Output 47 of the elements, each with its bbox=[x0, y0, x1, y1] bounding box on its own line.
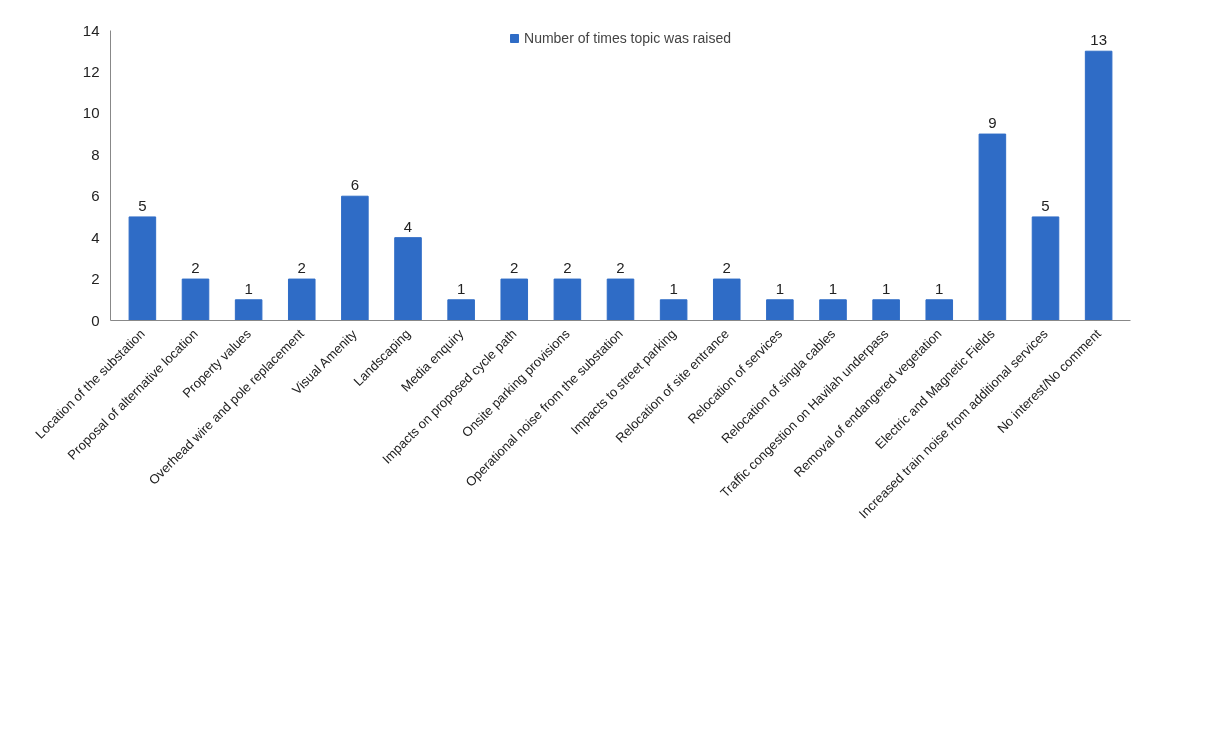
data-label: 1 bbox=[828, 279, 838, 297]
y-tick-label: 6 bbox=[91, 187, 100, 205]
data-label: 2 bbox=[616, 259, 625, 277]
data-label: 6 bbox=[350, 176, 360, 194]
data-label: 5 bbox=[138, 196, 147, 214]
data-label: 2 bbox=[722, 259, 731, 277]
data-label: 2 bbox=[297, 259, 306, 277]
bar bbox=[1084, 50, 1113, 321]
data-label: 4 bbox=[403, 217, 413, 235]
y-tick-label: 8 bbox=[91, 145, 100, 163]
data-label: 1 bbox=[669, 279, 678, 297]
y-tick-label: 10 bbox=[82, 104, 100, 122]
y-tick-label: 4 bbox=[91, 228, 100, 246]
data-label: 1 bbox=[881, 279, 891, 297]
bar bbox=[447, 299, 475, 321]
bar bbox=[659, 299, 688, 321]
bar bbox=[872, 299, 900, 321]
data-label: 13 bbox=[1090, 31, 1107, 49]
data-label: 2 bbox=[191, 259, 200, 277]
bar bbox=[978, 133, 1007, 321]
bar bbox=[287, 278, 316, 321]
bar bbox=[341, 195, 369, 321]
data-label: 9 bbox=[988, 114, 997, 132]
bar bbox=[394, 237, 422, 321]
y-tick-label: 0 bbox=[91, 311, 100, 329]
data-label: 5 bbox=[1041, 196, 1050, 214]
bar bbox=[606, 278, 635, 321]
bar bbox=[712, 278, 741, 321]
data-label: 1 bbox=[244, 279, 253, 297]
data-label: 1 bbox=[456, 279, 466, 297]
bar bbox=[181, 278, 210, 321]
bar bbox=[500, 278, 529, 321]
bar bbox=[234, 299, 263, 321]
y-tick-label: 14 bbox=[82, 21, 100, 39]
bar bbox=[128, 216, 157, 321]
data-label: 2 bbox=[563, 259, 572, 277]
data-label: 1 bbox=[935, 279, 944, 297]
bar bbox=[766, 299, 794, 321]
y-tick-label: 12 bbox=[82, 62, 100, 80]
bar bbox=[819, 299, 847, 321]
bar bbox=[553, 278, 582, 321]
data-label: 2 bbox=[510, 259, 519, 277]
data-label: 1 bbox=[775, 279, 785, 297]
y-tick-label: 2 bbox=[91, 270, 100, 288]
legend-label: Number of times topic was raised bbox=[524, 30, 731, 46]
bar bbox=[1031, 216, 1060, 321]
bar bbox=[925, 299, 954, 321]
